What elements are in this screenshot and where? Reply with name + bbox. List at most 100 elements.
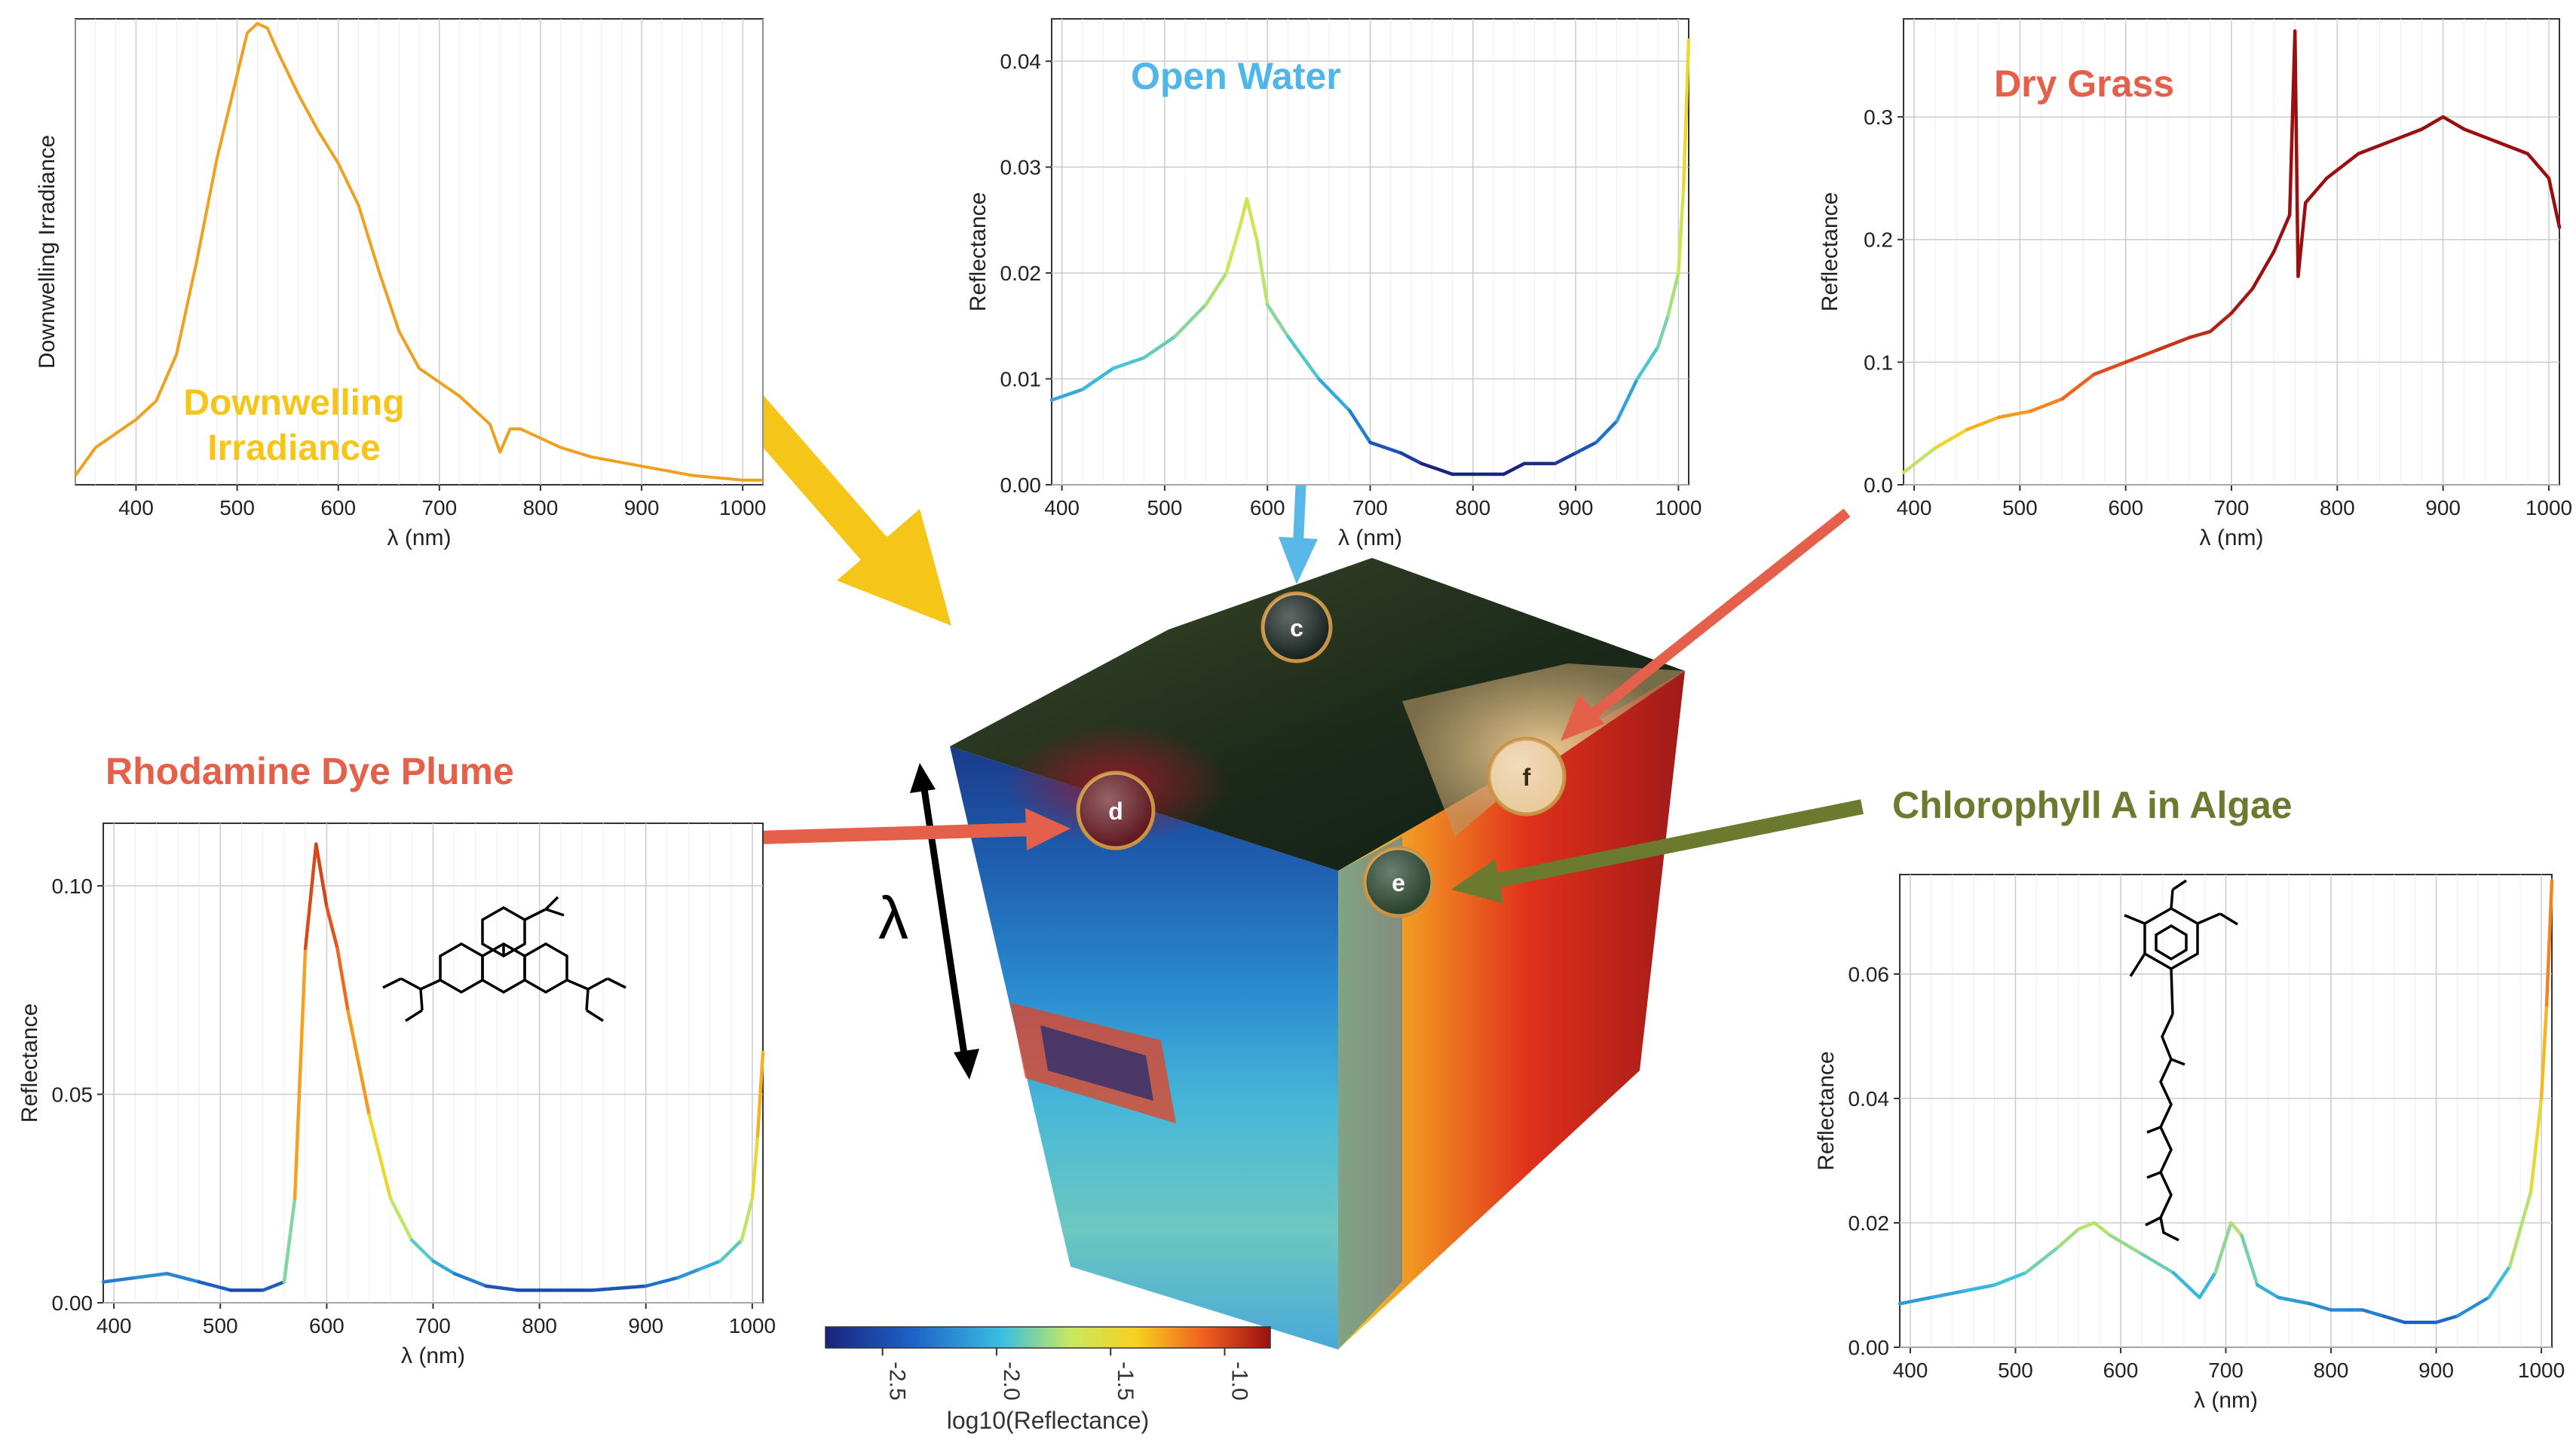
- chart-open-water: 400 500 600 700 800 900 1000 0.00 0.01 0.02 0.03 0.…: [966, 18, 1702, 550]
- series-segment: [2296, 201, 2308, 278]
- x-tick-label: 700: [421, 496, 457, 519]
- x-tick-label: 600: [309, 1314, 345, 1337]
- x-tick-label: 500: [219, 496, 255, 519]
- series-segment: [1347, 409, 1372, 445]
- series-segment: [388, 1196, 414, 1242]
- series-segment: [1573, 440, 1598, 455]
- series-segment: [2092, 360, 2127, 376]
- series-segment: [2092, 1221, 2112, 1237]
- x-tick-label: 500: [2002, 496, 2038, 519]
- series-segment: [1224, 218, 1244, 275]
- marker-d-label: d: [1108, 798, 1123, 825]
- series-segment: [2544, 879, 2554, 1007]
- series-segment: [1677, 186, 1686, 275]
- series-segment: [314, 842, 329, 908]
- marker-c: c: [1260, 591, 1333, 663]
- series-segment: [2303, 176, 2329, 205]
- chart-rhodamine: 400 500 600 700 800 900 1000 0.00 0.05 0.10 λ (nm)…: [17, 823, 776, 1368]
- series-segment: [740, 1196, 755, 1242]
- x-tick-label: 1000: [719, 496, 766, 519]
- x-tick-label: 700: [2208, 1359, 2244, 1382]
- x-tick-label: 1000: [2518, 1359, 2565, 1382]
- y-tick-label: 0.0: [1864, 473, 1893, 497]
- x-tick-label: 600: [2103, 1359, 2139, 1382]
- series-segment: [644, 1276, 680, 1288]
- series-segment: [1502, 461, 1527, 476]
- series-segment: [2108, 1233, 2144, 1256]
- series-segment: [1933, 427, 1969, 450]
- series-segment: [2539, 1003, 2549, 1101]
- hyperspectral-cube: [950, 558, 1685, 1349]
- chlorophyll-arrow: [1451, 799, 1864, 903]
- series-segment: [1080, 366, 1116, 391]
- chart-downwelling-irradiance: 400 500 600 700 800 900 1000 λ (nm) Downwelling …: [35, 18, 766, 550]
- series-segment: [303, 842, 318, 951]
- series-segment: [1929, 1289, 1965, 1300]
- series-segment: [2198, 1270, 2217, 1300]
- series-segment: [2140, 1252, 2175, 1275]
- series-segment: [1142, 335, 1177, 360]
- colorbar: -2.5 -2.0 -1.5 -1.0 log10(Reflectance): [825, 1326, 1271, 1434]
- x-axis-label: λ (nm): [2194, 1388, 2258, 1413]
- x-tick-label: 900: [624, 496, 660, 519]
- series-segment: [431, 1259, 456, 1276]
- x-tick-label: 800: [2314, 1359, 2349, 1382]
- series-segment: [1992, 1270, 2028, 1287]
- series-segment: [2325, 152, 2360, 180]
- chart-title: Irradiance: [207, 428, 380, 468]
- series-segment: [1111, 356, 1146, 370]
- y-tick-label: 0.00: [1000, 473, 1042, 497]
- marker-f-label: f: [1523, 764, 1531, 791]
- series-segment: [2229, 286, 2255, 315]
- marker-f: f: [1487, 737, 1567, 816]
- series-segment: [2420, 115, 2445, 131]
- series-segment: [2271, 213, 2292, 254]
- y-tick-label: 0.02: [1849, 1212, 1890, 1235]
- y-axis-label: Reflectance: [966, 192, 991, 311]
- x-tick-label: 1000: [2525, 496, 2572, 519]
- series-segment: [2187, 329, 2213, 340]
- chlorophyll-molecule-icon: [2124, 879, 2238, 1242]
- series-segment: [1901, 446, 1937, 474]
- y-axis-label: Reflectance: [17, 1003, 42, 1123]
- series-segment: [755, 1050, 765, 1138]
- series-segment: [2029, 397, 2064, 413]
- dry-grass-arrow: [1561, 508, 1851, 741]
- colorbar-label: log10(Reflectance): [947, 1407, 1150, 1434]
- series-segment: [2155, 335, 2192, 352]
- chart-dry-grass: 400 500 600 700 800 900 1000 0.0 0.1 0.2 0.3 λ (nm)…: [1818, 18, 2572, 550]
- series-segment: [101, 1276, 137, 1284]
- y-tick-label: 0.10: [52, 875, 93, 898]
- x-tick-label: 900: [1558, 496, 1594, 519]
- colorbar-ticks: -2.5 -2.0 -1.5 -1.0: [881, 1348, 1251, 1401]
- colorbar-tick-label: -2.0: [999, 1362, 1024, 1401]
- x-axis-label: λ (nm): [387, 525, 452, 550]
- y-tick-label: 0.3: [1864, 106, 1893, 129]
- series-segment: [282, 1196, 297, 1284]
- series-segment: [750, 1134, 760, 1200]
- series-segment: [325, 905, 339, 951]
- series-segment: [2494, 139, 2530, 156]
- series-segment: [1615, 377, 1640, 423]
- series-segment: [2308, 1302, 2333, 1312]
- y-tick-label: 0.00: [1849, 1336, 1890, 1359]
- x-tick-label: 700: [1352, 496, 1388, 519]
- x-axis-label: λ (nm): [1338, 525, 1402, 550]
- series-segment: [133, 1272, 169, 1280]
- chart-title: Open Water: [1131, 55, 1341, 97]
- series-segment: [2250, 250, 2276, 291]
- x-tick-label: 400: [96, 1314, 132, 1337]
- x-tick-label: 700: [2214, 496, 2250, 519]
- x-tick-label: 500: [1998, 1359, 2033, 1382]
- series-segment: [2434, 1314, 2459, 1325]
- x-tick-label: 400: [1893, 1359, 1928, 1382]
- y-axis-label: Reflectance: [1818, 192, 1842, 311]
- series-segment: [2525, 152, 2551, 180]
- series-segment: [1997, 409, 2032, 419]
- series-segment: [367, 1113, 393, 1200]
- lambda-axis: λ: [878, 763, 979, 1080]
- marker-c-label: c: [1290, 614, 1303, 642]
- x-tick-label: 900: [2425, 496, 2461, 519]
- chart-chlorophyll: 400 500 600 700 800 900 1000 0.00 0.02 0.04 0.06 λ …: [1814, 874, 2565, 1413]
